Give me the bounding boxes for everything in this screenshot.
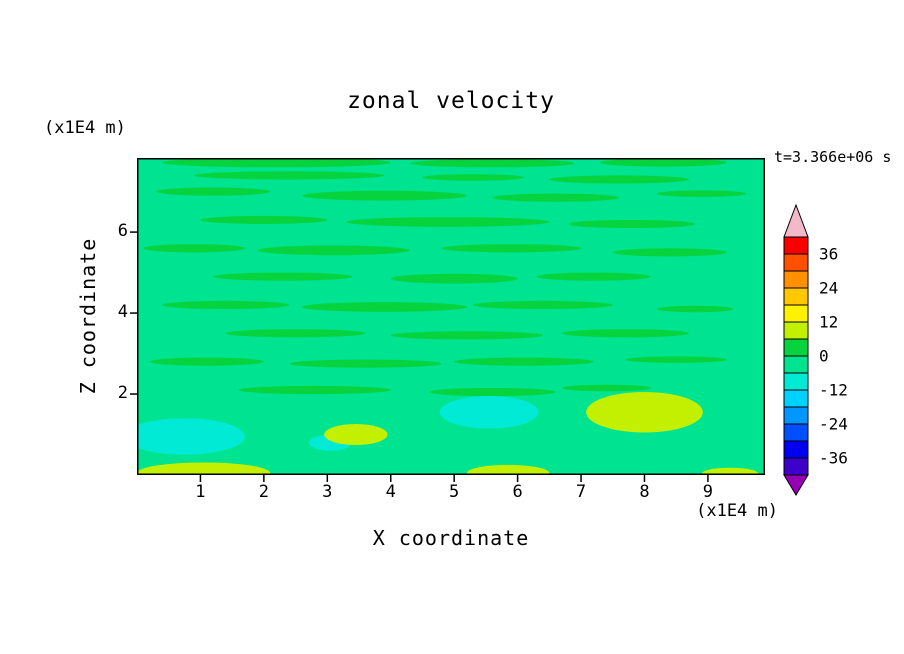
y-tick-label: 2 [117, 383, 128, 404]
colorbar-level-label: 12 [819, 313, 838, 332]
x-tick-label: 2 [258, 482, 269, 502]
colorbar-level-label: -24 [819, 415, 848, 434]
x-axis-label: X coordinate [372, 526, 530, 550]
x-tick-label: 1 [195, 482, 206, 502]
x-tick-label: 6 [512, 482, 523, 502]
y-axis-unit-label: (x1E4 m) [44, 118, 126, 138]
contour-field [137, 158, 765, 475]
y-axis-label: Z coordinate [76, 237, 100, 395]
y-tick-label: 6 [117, 221, 128, 242]
colorbar-level-label: -12 [819, 381, 848, 400]
colorbar-level-label: 36 [819, 245, 838, 264]
x-tick-label: 8 [639, 482, 650, 502]
colorbar-level-label: 0 [819, 347, 829, 366]
x-tick-label: 4 [385, 482, 396, 502]
colorbar-level-label: 24 [819, 279, 838, 298]
page-title: zonal velocity [347, 88, 555, 114]
x-tick-label: 9 [702, 482, 714, 502]
colorbar-level-label: -36 [819, 449, 848, 468]
x-tick-label: 5 [449, 482, 460, 502]
y-tick-label: 4 [117, 302, 128, 323]
x-tick-label: 7 [575, 482, 587, 502]
x-axis-unit-label: (x1E4 m) [696, 501, 778, 521]
colorbar: 36 24 12 0 -12 -24 -36 [783, 203, 848, 496]
x-tick-label: 3 [322, 482, 333, 502]
time-annotation: t=3.366e+06 s [774, 148, 892, 166]
